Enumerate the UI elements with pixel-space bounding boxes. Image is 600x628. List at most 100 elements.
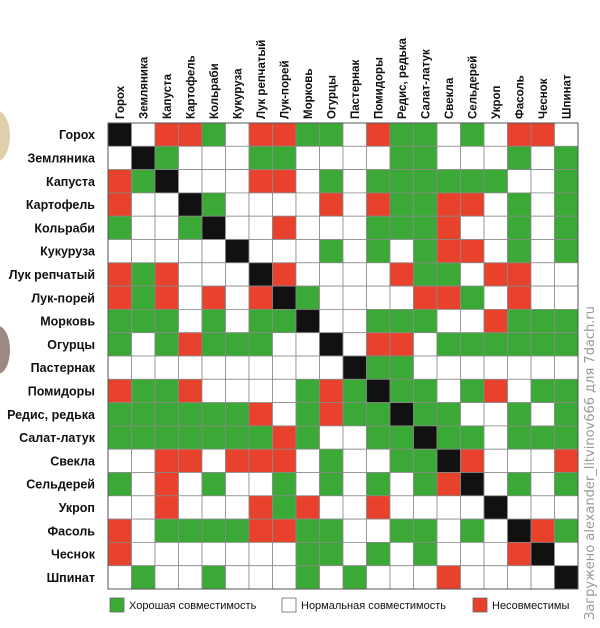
grid-cell-good <box>272 472 297 497</box>
grid-cell-self <box>483 495 508 520</box>
grid-cell-good <box>507 239 532 264</box>
grid-cell-incompatible <box>248 285 273 310</box>
grid-cell-normal <box>225 565 250 590</box>
grid-cell-normal <box>248 239 273 264</box>
grid-cell-normal <box>507 355 532 380</box>
grid-cell-normal <box>460 308 485 334</box>
grid-cell-good <box>366 425 391 450</box>
grid-cell-good <box>554 145 579 171</box>
grid-cell-normal <box>201 378 226 403</box>
grid-cell-good <box>154 378 179 403</box>
grid-cell-normal <box>107 355 132 380</box>
grid-cell-normal <box>319 565 344 590</box>
grid-cell-normal <box>366 262 391 287</box>
grid-cell-incompatible <box>366 192 391 217</box>
grid-cell-good <box>413 448 438 473</box>
grid-cell-good <box>413 518 438 543</box>
grid-cell-incompatible <box>319 378 344 403</box>
grid-cell-incompatible <box>154 448 179 473</box>
grid-cell-normal <box>131 518 156 543</box>
grid-cell-good <box>366 308 391 334</box>
grid-cell-normal <box>272 355 297 380</box>
grid-cell-normal <box>154 542 179 567</box>
grid-cell-incompatible <box>248 169 273 194</box>
grid-cell-normal <box>530 262 555 287</box>
grid-cell-incompatible <box>178 378 203 403</box>
grid-cell-normal <box>554 122 579 147</box>
grid-cell-normal <box>154 355 179 380</box>
grid-cell-incompatible <box>460 239 485 264</box>
grid-cell-good <box>507 308 532 334</box>
grid-cell-normal <box>483 425 508 450</box>
grid-cell-normal <box>507 448 532 473</box>
grid-cell-normal <box>295 448 320 473</box>
grid-cell-normal <box>319 308 344 334</box>
legend-swatch-G <box>109 597 125 613</box>
grid-cell-good <box>201 122 226 147</box>
grid-cell-incompatible <box>248 122 273 147</box>
grid-cell-normal <box>178 495 203 520</box>
grid-cell-good <box>554 169 579 194</box>
grid-cell-normal <box>389 285 414 310</box>
grid-cell-good <box>389 518 414 543</box>
grid-cell-normal <box>554 495 579 520</box>
grid-cell-normal <box>389 495 414 520</box>
grid-cell-normal <box>342 542 367 567</box>
grid-cell-normal <box>107 145 132 171</box>
grid-cell-normal <box>366 448 391 473</box>
grid-cell-good <box>507 472 532 497</box>
grid-cell-good <box>201 192 226 217</box>
grid-cell-normal <box>436 378 461 403</box>
grid-cell-good <box>295 565 320 590</box>
grid-cell-normal <box>483 472 508 497</box>
grid-cell-normal <box>201 169 226 194</box>
column-label: Горох <box>115 85 127 119</box>
grid-cell-self <box>225 239 250 264</box>
grid-cell-normal <box>319 145 344 171</box>
row-label: Сельдерей <box>26 478 95 492</box>
grid-cell-normal <box>483 192 508 217</box>
grid-cell-normal <box>530 192 555 217</box>
grid-cell-incompatible <box>483 378 508 403</box>
grid-cell-normal <box>366 145 391 171</box>
grid-cell-incompatible <box>107 169 132 194</box>
grid-cell-good <box>413 402 438 427</box>
grid-cell-good <box>413 378 438 403</box>
grid-cell-good <box>225 518 250 543</box>
grid-cell-normal <box>248 565 273 590</box>
grid-cell-normal <box>530 402 555 427</box>
grid-cell-normal <box>483 285 508 310</box>
grid-cell-normal <box>366 518 391 543</box>
grid-cell-incompatible <box>107 285 132 310</box>
grid-cell-good <box>342 402 367 427</box>
grid-cell-incompatible <box>272 518 297 543</box>
grid-cell-good <box>178 402 203 427</box>
grid-cell-normal <box>225 215 250 240</box>
column-label: Лук репчатый <box>256 40 268 119</box>
grid-cell-normal <box>319 355 344 380</box>
grid-cell-normal <box>530 239 555 264</box>
grid-cell-good <box>201 472 226 497</box>
legend-swatch-N <box>281 597 297 613</box>
grid-cell-good <box>413 542 438 567</box>
grid-cell-good <box>389 448 414 473</box>
grid-cell-good <box>436 332 461 357</box>
grid-cell-normal <box>483 215 508 240</box>
grid-cell-normal <box>178 308 203 334</box>
grid-cell-normal <box>460 542 485 567</box>
grid-cell-normal <box>295 145 320 171</box>
grid-cell-incompatible <box>272 425 297 450</box>
grid-cell-incompatible <box>460 192 485 217</box>
grid-cell-normal <box>460 215 485 240</box>
grid-cell-incompatible <box>554 448 579 473</box>
row-label: Помидоры <box>28 384 95 398</box>
grid-cell-good <box>507 332 532 357</box>
grid-cell-normal <box>295 262 320 287</box>
grid-cell-good <box>413 472 438 497</box>
grid-cell-normal <box>507 378 532 403</box>
grid-cell-good <box>554 308 579 334</box>
column-label: Капуста <box>162 73 174 119</box>
legend: Хорошая совместимость Нормальная совмести… <box>109 597 569 613</box>
grid-cell-normal <box>342 332 367 357</box>
grid-cell-good <box>366 169 391 194</box>
